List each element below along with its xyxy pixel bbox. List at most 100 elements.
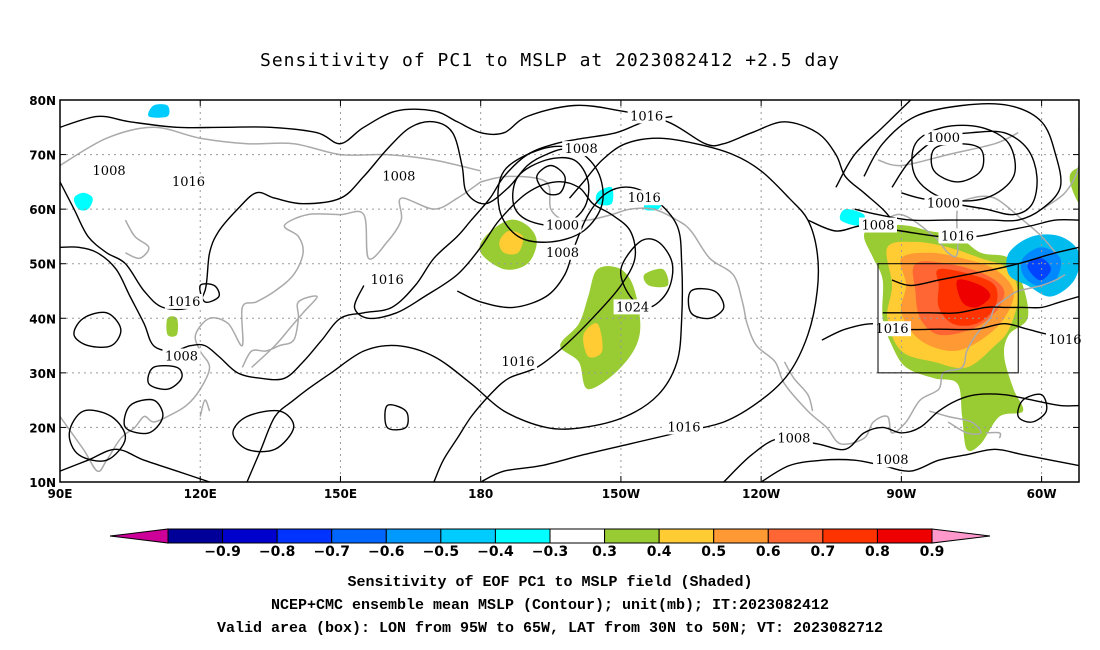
colorbar-swatch — [767, 528, 824, 544]
mslp-contour — [930, 142, 985, 183]
colorbar-label: −0.6 — [368, 544, 405, 560]
shaded-region — [148, 104, 170, 118]
lon-tick-label: 150E — [324, 487, 357, 501]
mslp-contour — [835, 100, 912, 188]
lat-tick-label: 80N — [29, 94, 56, 108]
contour-label-bg — [665, 419, 704, 435]
coastline — [1041, 127, 1079, 210]
mslp-contour — [821, 322, 1079, 341]
mslp-contour — [882, 295, 1079, 314]
colorbar-swatch — [494, 528, 551, 544]
coastline — [480, 175, 1066, 445]
contour-label: 1000 — [546, 219, 579, 234]
mslp-contours — [60, 100, 1079, 482]
contour-label-bg — [379, 168, 418, 184]
shaded-region — [560, 266, 641, 390]
shaded-region — [956, 279, 991, 308]
caption-valid-area: Valid area (box): LON from 95W to 65W, L… — [216, 620, 884, 637]
mslp-contour — [512, 156, 590, 227]
mslp-contour — [536, 164, 566, 196]
contour-label: 1016 — [667, 420, 700, 435]
contour-label: 1000 — [927, 131, 960, 146]
colorbar-label: 0.8 — [865, 544, 890, 560]
mslp-contour — [891, 246, 1079, 287]
contour-label: 1008 — [861, 219, 894, 234]
mslp-contour — [60, 104, 893, 221]
colorbar-swatch — [604, 528, 660, 544]
contour-label: 1016 — [628, 191, 661, 206]
colorbar-swatch — [549, 528, 606, 544]
contour-label: 1008 — [546, 246, 579, 261]
caption-shaded: Sensitivity of EOF PC1 to MSLP field (Sh… — [347, 574, 753, 591]
caption-contour: NCEP+CMC ensemble mean MSLP (Contour); u… — [270, 597, 830, 614]
mslp-contour — [911, 124, 1016, 202]
coastlines — [60, 126, 1079, 473]
colorbar: −0.9 −0.8 −0.7 −0.6 −0.5 −0.4 −0.3 0.3 0.4 0.5 0.6… — [109, 528, 991, 560]
coastline — [783, 361, 814, 412]
grid-lines — [60, 100, 1079, 482]
shaded-region — [595, 186, 614, 206]
lat-tick-label: 60N — [29, 203, 56, 217]
mslp-contour — [60, 120, 584, 311]
contour-label: 1016 — [371, 273, 404, 288]
shaded-region — [166, 316, 179, 337]
mslp-contour — [480, 137, 820, 482]
contour-label-bg — [938, 228, 977, 244]
contour-label: 1000 — [927, 197, 960, 212]
contour-label: 1016 — [167, 295, 200, 310]
colorbar-label: −0.7 — [313, 544, 350, 560]
colorbar-low-arrow — [109, 528, 169, 544]
contour-label-bg — [162, 348, 201, 364]
colorbar-label: 0.7 — [810, 544, 835, 560]
colorbar-swatch — [276, 528, 333, 544]
coastline — [241, 295, 318, 368]
contour-label-bg — [169, 173, 208, 189]
contour-label-bg — [1045, 332, 1084, 348]
mslp-contour — [353, 180, 637, 482]
colorbar-label: −0.8 — [259, 544, 296, 560]
lat-tick-label: 40N — [29, 312, 56, 326]
lon-tick-label: 120E — [184, 487, 217, 501]
colorbar-swatch — [222, 528, 278, 544]
lon-tick-label: 180 — [468, 487, 493, 501]
colorbar-swatch — [385, 528, 442, 544]
colorbar-label: 0.9 — [920, 544, 945, 560]
colorbar-swatch — [658, 528, 715, 544]
contour-label-bg — [613, 299, 652, 315]
coastline — [60, 181, 482, 473]
lat-tick-label: 50N — [29, 258, 56, 272]
lon-tick-label: 60W — [1027, 487, 1057, 501]
shaded-region — [73, 192, 93, 211]
colorbar-swatch — [167, 528, 224, 544]
lat-tick-label: 10N — [29, 476, 56, 490]
contour-label-bg — [90, 162, 129, 178]
contour-label: 1008 — [777, 431, 810, 446]
contour-label: 1008 — [382, 169, 415, 184]
contour-label-bg — [873, 321, 912, 337]
colorbar-high-arrow — [931, 528, 991, 544]
colorbar-label: −0.4 — [477, 544, 514, 560]
contour-label: 1008 — [165, 349, 198, 364]
colorbar-swatch — [440, 528, 496, 544]
contour-label-bg — [562, 141, 601, 157]
mslp-contour — [384, 404, 409, 431]
shaded-region — [643, 268, 669, 288]
colorbar-label: −0.9 — [204, 544, 241, 560]
contour-label: 1016 — [172, 175, 205, 190]
valid-area-rect — [877, 263, 1019, 374]
colorbar-label: −0.3 — [532, 544, 569, 560]
contour-label: 1008 — [565, 142, 598, 157]
contour-label-bg — [543, 244, 582, 260]
contour-label-bg — [368, 272, 407, 288]
colorbar-label: 0.6 — [756, 544, 781, 560]
shaded-region — [499, 230, 524, 255]
lat-tick-label: 20N — [29, 421, 56, 435]
lon-tick-label: 90W — [886, 487, 916, 501]
contour-label: 1016 — [1048, 333, 1081, 348]
contour-label-bg — [924, 195, 963, 211]
mslp-contour — [73, 311, 122, 348]
mslp-contour — [854, 103, 1062, 222]
contour-label: 1016 — [875, 322, 908, 337]
contour-label: 1016 — [941, 229, 974, 244]
